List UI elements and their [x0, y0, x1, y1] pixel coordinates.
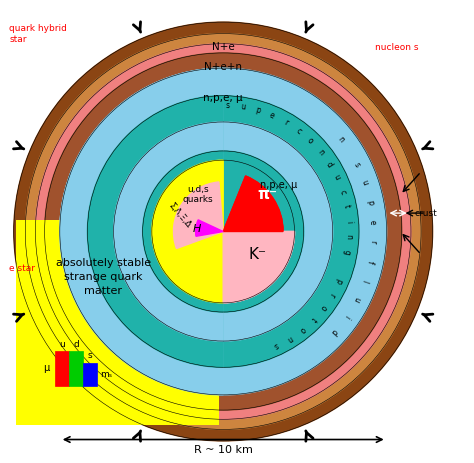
Text: f: f [365, 259, 374, 263]
Circle shape [87, 96, 359, 367]
Wedge shape [173, 182, 223, 249]
Polygon shape [143, 151, 223, 312]
Text: n,p,e, μ: n,p,e, μ [203, 93, 243, 103]
Text: p: p [365, 199, 375, 206]
Text: n: n [336, 135, 346, 144]
Text: i: i [342, 313, 351, 319]
Bar [16, 220, 219, 425]
Text: u: u [240, 103, 246, 112]
Text: u: u [352, 294, 362, 303]
Text: p: p [334, 277, 344, 285]
Wedge shape [173, 182, 223, 249]
Wedge shape [152, 160, 223, 303]
Bar [69, 351, 83, 386]
Text: R ~ 10 km: R ~ 10 km [194, 445, 253, 455]
Text: N+e: N+e [212, 43, 235, 52]
Wedge shape [223, 176, 283, 232]
Wedge shape [223, 176, 283, 232]
Circle shape [45, 53, 402, 410]
Wedge shape [196, 220, 223, 236]
Text: s: s [226, 101, 230, 111]
Text: o: o [305, 136, 315, 145]
Text: mₛ: mₛ [100, 369, 112, 379]
Text: crust: crust [414, 209, 437, 218]
Text: n: n [315, 147, 326, 156]
Text: d: d [73, 340, 79, 349]
Text: Σ,Λ,Ξ,Δ: Σ,Λ,Ξ,Δ [166, 201, 192, 230]
Circle shape [36, 44, 411, 419]
Wedge shape [223, 232, 294, 303]
Text: t: t [309, 315, 318, 323]
Text: H: H [192, 224, 201, 234]
Text: t: t [342, 204, 351, 209]
Text: r: r [368, 240, 377, 244]
Text: e star: e star [9, 264, 35, 273]
Circle shape [14, 22, 433, 441]
Text: N+e+n: N+e+n [204, 62, 242, 72]
Wedge shape [152, 160, 223, 303]
Text: μ: μ [43, 363, 49, 374]
Text: p: p [254, 106, 261, 116]
Bar [83, 363, 97, 386]
Text: c: c [337, 188, 347, 195]
Text: π⁻: π⁻ [257, 187, 277, 202]
Bar [55, 351, 69, 386]
Text: n,p,e, μ: n,p,e, μ [260, 181, 297, 190]
Text: absolutely stable
strange quark
matter: absolutely stable strange quark matter [55, 258, 151, 296]
Text: u: u [360, 179, 370, 187]
Text: e: e [268, 111, 276, 121]
Polygon shape [60, 68, 223, 395]
Text: e: e [368, 219, 377, 225]
Text: s: s [273, 340, 280, 350]
Circle shape [114, 122, 333, 341]
Wedge shape [223, 232, 294, 303]
Text: s: s [352, 161, 362, 169]
Text: c: c [294, 126, 303, 136]
Text: r: r [282, 118, 289, 127]
Text: K⁻: K⁻ [249, 247, 267, 262]
Text: o: o [298, 324, 307, 334]
Circle shape [143, 151, 304, 312]
Text: u,d,s
quarks: u,d,s quarks [182, 185, 213, 204]
Text: s: s [87, 351, 92, 360]
Wedge shape [196, 220, 223, 236]
Text: r: r [327, 291, 337, 299]
Text: u: u [332, 174, 342, 181]
Text: g: g [342, 249, 352, 255]
Text: u: u [59, 340, 65, 349]
Polygon shape [114, 122, 223, 341]
Text: d: d [329, 327, 339, 337]
Text: o: o [319, 303, 328, 312]
Circle shape [25, 34, 421, 429]
Text: l: l [360, 278, 369, 283]
Text: i: i [344, 220, 353, 223]
Text: quark hybrid
star: quark hybrid star [9, 25, 67, 44]
Text: n: n [285, 333, 294, 343]
Circle shape [60, 68, 387, 395]
Text: nucleon s: nucleon s [375, 43, 419, 52]
Text: n: n [344, 234, 353, 239]
Text: d: d [324, 160, 335, 169]
Polygon shape [87, 96, 223, 367]
